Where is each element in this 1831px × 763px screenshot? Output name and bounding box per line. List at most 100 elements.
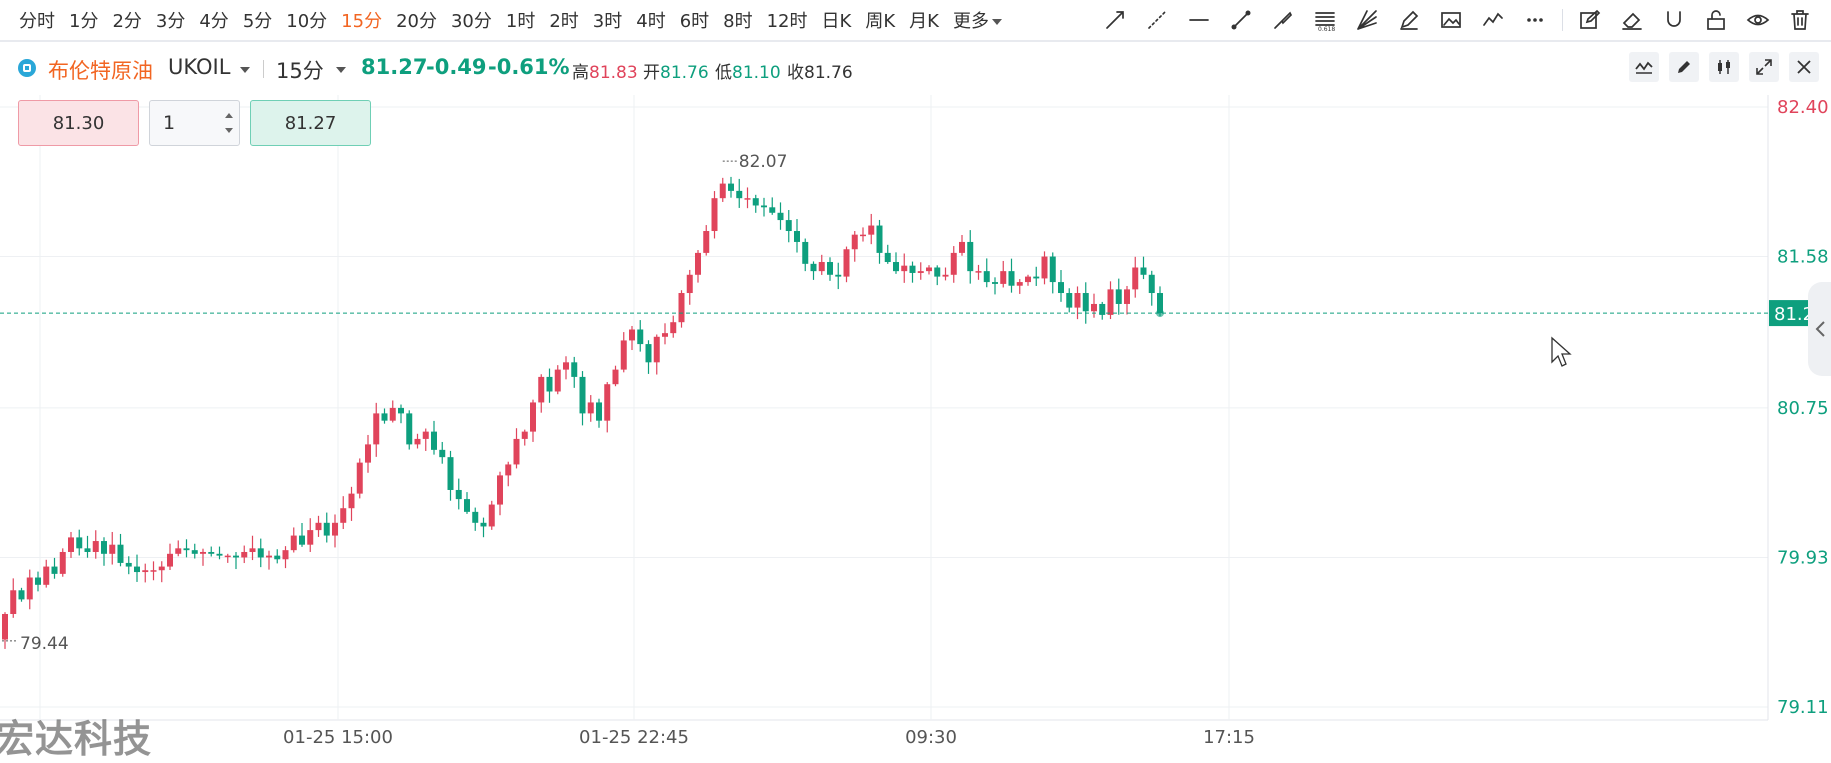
period-tab[interactable]: 10分 <box>286 11 328 32</box>
segment-tool[interactable] <box>1220 0 1262 40</box>
unlock-tool[interactable] <box>1695 0 1737 40</box>
candle <box>670 315 677 338</box>
candle <box>893 252 899 274</box>
buy-button[interactable]: 81.27 <box>250 100 371 146</box>
candle <box>967 230 974 284</box>
candle <box>505 461 512 487</box>
period-tab[interactable]: 5分 <box>242 11 273 32</box>
candle <box>464 492 470 514</box>
candle-body <box>10 590 17 614</box>
candle <box>299 523 305 547</box>
more-periods-button[interactable]: 更多 <box>946 7 1009 33</box>
interval-selector[interactable]: 15分 <box>276 59 324 83</box>
chevron-down-icon[interactable] <box>240 67 250 73</box>
period-tab[interactable]: 4分 <box>199 11 229 32</box>
candle-body <box>579 376 586 414</box>
candle-body <box>68 537 74 552</box>
candle-body <box>323 522 330 536</box>
candle-body <box>332 522 338 536</box>
symbol-name[interactable]: 布伦特原油 <box>48 59 153 83</box>
candle-body <box>1107 289 1114 315</box>
chevron-down-icon[interactable] <box>225 128 233 133</box>
candle <box>208 546 215 557</box>
highlighter-tool[interactable] <box>1388 0 1430 40</box>
magnet-tool[interactable] <box>1653 0 1695 40</box>
candle <box>2 612 8 649</box>
sell-button[interactable]: 81.30 <box>18 100 139 146</box>
candle <box>381 408 388 424</box>
candle <box>1066 288 1073 313</box>
period-tab[interactable]: 6时 <box>679 11 710 32</box>
fullscreen-button[interactable] <box>1749 52 1779 82</box>
period-tab[interactable]: 4时 <box>636 11 666 32</box>
eye-tool[interactable] <box>1737 0 1779 40</box>
candle-body <box>901 265 908 272</box>
indicator-button[interactable] <box>1629 52 1659 82</box>
candle <box>216 546 223 560</box>
close-icon <box>1797 60 1811 74</box>
period-tab[interactable]: 1分 <box>69 11 99 32</box>
image-tool[interactable] <box>1430 0 1472 40</box>
period-tab[interactable]: 12时 <box>766 11 808 32</box>
candle <box>983 258 990 288</box>
period-tab[interactable]: 3分 <box>155 11 186 32</box>
fan-tool[interactable] <box>1346 0 1388 40</box>
symbol-code[interactable]: UKOIL <box>168 55 231 79</box>
side-panel-toggle[interactable] <box>1808 282 1831 376</box>
open-label: 开 <box>643 63 660 83</box>
trend-line-tool[interactable] <box>1094 0 1136 40</box>
candle-body <box>1124 289 1130 304</box>
candle-body <box>299 535 305 545</box>
candle-body <box>587 402 594 414</box>
candle <box>1124 285 1130 315</box>
period-tab[interactable]: 3时 <box>592 11 623 32</box>
eraser-tool[interactable] <box>1611 0 1653 40</box>
indicator-line-tool[interactable] <box>1472 0 1514 40</box>
candle <box>769 197 776 215</box>
candle-body <box>950 252 957 275</box>
candle-body <box>744 198 751 200</box>
period-tab[interactable]: 周K <box>865 11 896 32</box>
candle-body <box>1033 276 1040 279</box>
period-tab[interactable]: 8时 <box>723 11 753 32</box>
chevron-down-icon[interactable] <box>336 67 346 73</box>
close-button[interactable] <box>1789 52 1819 82</box>
candle <box>51 557 58 579</box>
candle-body <box>678 293 685 323</box>
candle-body <box>983 271 990 283</box>
brush-tool[interactable] <box>1262 0 1304 40</box>
candle <box>1074 286 1081 320</box>
eye-icon <box>1746 14 1770 26</box>
ray-dotted-tool[interactable] <box>1136 0 1178 40</box>
period-tab[interactable]: 分时 <box>19 11 55 32</box>
quantity-stepper[interactable]: 1 <box>149 100 240 146</box>
chevron-up-icon[interactable] <box>225 113 233 118</box>
draw-button[interactable] <box>1669 52 1699 82</box>
period-tab[interactable]: 30分 <box>450 11 492 32</box>
period-tab[interactable]: 2分 <box>112 11 142 32</box>
candle <box>629 325 635 351</box>
period-tab[interactable]: 1时 <box>505 11 536 32</box>
chart-type-button[interactable] <box>1709 52 1739 82</box>
period-tab[interactable]: 20分 <box>396 11 437 32</box>
candle-body <box>794 231 800 242</box>
candle-body <box>233 555 239 558</box>
fibonacci-tool[interactable]: 0.618 <box>1304 0 1346 40</box>
candle-body <box>356 462 363 494</box>
candle-body <box>835 274 842 277</box>
more-dots-tool[interactable] <box>1514 0 1556 40</box>
period-tab[interactable]: 2时 <box>549 11 579 32</box>
candle <box>266 550 272 570</box>
trash-tool[interactable] <box>1779 0 1821 40</box>
period-tab[interactable]: 15分 <box>341 11 383 32</box>
candle <box>224 553 231 563</box>
edit-tool[interactable] <box>1569 0 1611 40</box>
candle-body <box>175 548 182 554</box>
period-tab[interactable]: 月K <box>909 11 939 32</box>
horizontal-line-tool[interactable] <box>1178 0 1220 40</box>
candle-body <box>959 241 965 253</box>
candle <box>645 340 652 374</box>
unlock-icon <box>1707 10 1725 30</box>
period-tab[interactable]: 日K <box>821 11 852 32</box>
period-toolbar: 分时 1分 2分 3分 4分 5分 10分 15分 20分 30分 1时 2时 3时 4时 6时 8时 12时日… <box>0 0 1831 42</box>
